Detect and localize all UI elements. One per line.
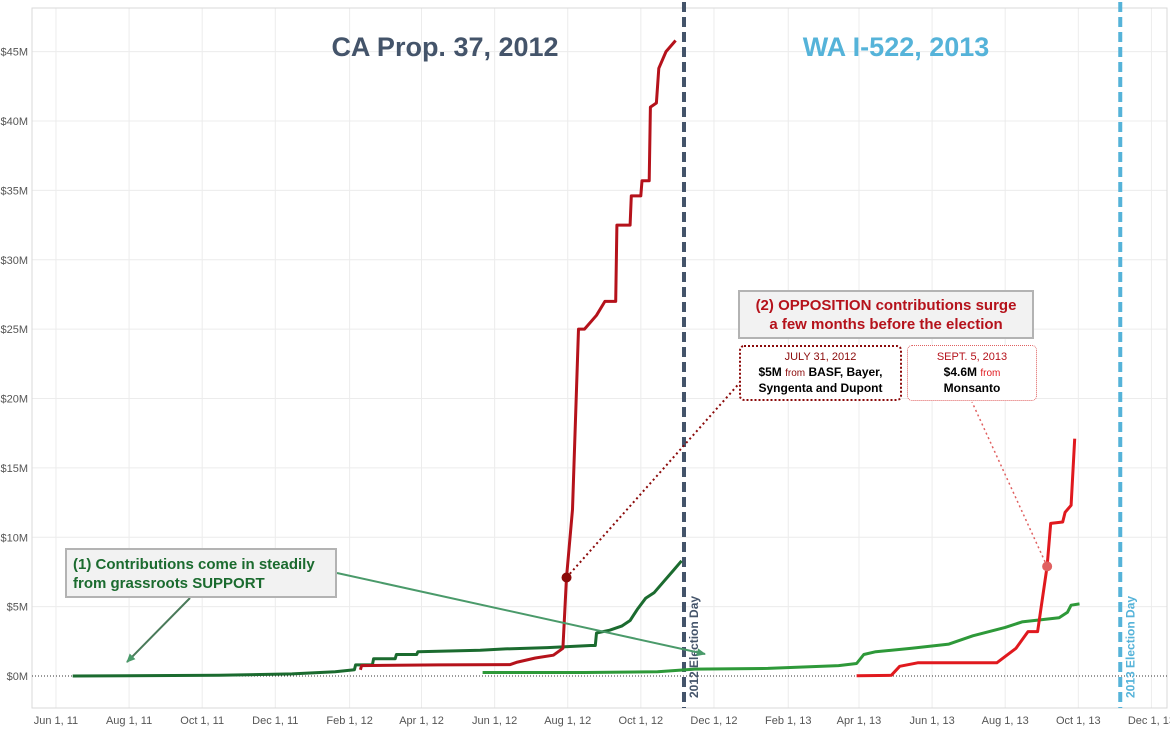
x-tick-label: Jun 1, 12	[472, 715, 517, 727]
wa-donation-from: from	[980, 368, 1001, 379]
y-tick-label: $15M	[0, 463, 28, 475]
x-tick-label: Oct 1, 11	[180, 715, 224, 727]
series-line	[72, 559, 683, 678]
x-tick-label: Aug 1, 13	[982, 715, 1029, 727]
y-tick-label: $0M	[7, 671, 28, 683]
support-arrow-right	[336, 572, 706, 657]
wa-donation-date: SEPT. 5, 2013	[936, 351, 1008, 363]
series-line	[856, 438, 1077, 678]
wa-donation-line: $4.6M from	[908, 365, 1036, 381]
y-tick-label: $5M	[7, 602, 28, 614]
annotation-opposition-line1: (2) OPPOSITION contributions surge	[755, 297, 1017, 314]
election-day-label: 2012 Election Day	[687, 596, 701, 698]
wa-donation-connector	[971, 401, 1048, 567]
series-line	[482, 602, 1080, 674]
highlight-point	[1042, 561, 1053, 572]
axes: $0M $5M $10M $15M $20M $25M $30M $35M $40M $45M Ju…	[0, 47, 1170, 727]
support-arrow-left	[126, 597, 191, 663]
x-tick-label: Apr 1, 12	[399, 715, 444, 727]
x-tick-label: Dec 1, 13	[1128, 715, 1170, 727]
connectors	[126, 377, 1048, 663]
x-tick-label: Oct 1, 12	[619, 715, 664, 727]
x-tick-label: Dec 1, 12	[690, 715, 737, 727]
grid	[31, 7, 1168, 709]
x-tick-label: Feb 1, 12	[326, 715, 372, 727]
annotation-support-line2: from grassroots SUPPORT	[73, 575, 265, 592]
annotation-ca-donation: JULY 31, 2012 $5M from BASF, Bayer, Syng…	[739, 345, 902, 401]
annotation-opposition: (2) OPPOSITION contributions surge a few…	[738, 290, 1034, 339]
highlight-point	[561, 572, 572, 583]
plot-frame	[31, 7, 1168, 709]
x-tick-label: Oct 1, 13	[1056, 715, 1101, 727]
title-ca-prop37: CA Prop. 37, 2012	[331, 32, 558, 62]
election-day-lines: 2012 Election Day 2013 Election Day	[681, 2, 1137, 708]
election-day-label: 2013 Election Day	[1123, 596, 1137, 698]
x-tick-label: Jun 1, 11	[34, 715, 78, 727]
series	[72, 39, 1080, 678]
ca-donation-amount: $5M	[758, 365, 782, 379]
annotation-wa-donation: SEPT. 5, 2013 $4.6M from Monsanto	[907, 345, 1037, 401]
x-tick-label: Aug 1, 12	[544, 715, 591, 727]
annotation-support-line1: (1) Contributions come in steadily	[73, 556, 315, 573]
annotation-opposition-line2: a few months before the election	[769, 316, 1003, 333]
ca-donation-donors-a: BASF, Bayer,	[808, 365, 883, 379]
highlight-points	[561, 561, 1053, 583]
y-tick-label: $25M	[0, 324, 28, 336]
ca-donation-from: from	[785, 368, 806, 379]
ca-donation-donors-b: Syngenta and Dupont	[758, 381, 883, 395]
y-tick-label: $35M	[0, 185, 28, 197]
y-tick-label: $40M	[0, 116, 28, 128]
x-tick-label: Dec 1, 11	[252, 715, 298, 727]
ca-donation-date: JULY 31, 2012	[784, 351, 857, 363]
wa-donation-amount: $4.6M	[943, 365, 977, 379]
ca-donation-connector	[565, 377, 745, 579]
x-tick-label: Aug 1, 11	[106, 715, 152, 727]
title-wa-i522: WA I-522, 2013	[803, 32, 990, 62]
y-tick-label: $30M	[0, 255, 28, 267]
ca-donation-line: $5M from BASF, Bayer,	[741, 365, 900, 381]
series-line	[358, 39, 677, 671]
y-tick-label: $10M	[0, 532, 28, 544]
y-tick-label: $45M	[0, 47, 28, 59]
x-tick-label: Apr 1, 13	[837, 715, 882, 727]
wa-donation-donors: Monsanto	[943, 381, 1001, 395]
x-tick-label: Jun 1, 13	[909, 715, 954, 727]
y-tick-label: $20M	[0, 394, 28, 406]
annotation-support: (1) Contributions come in steadily from …	[65, 548, 337, 598]
x-tick-label: Feb 1, 13	[765, 715, 811, 727]
